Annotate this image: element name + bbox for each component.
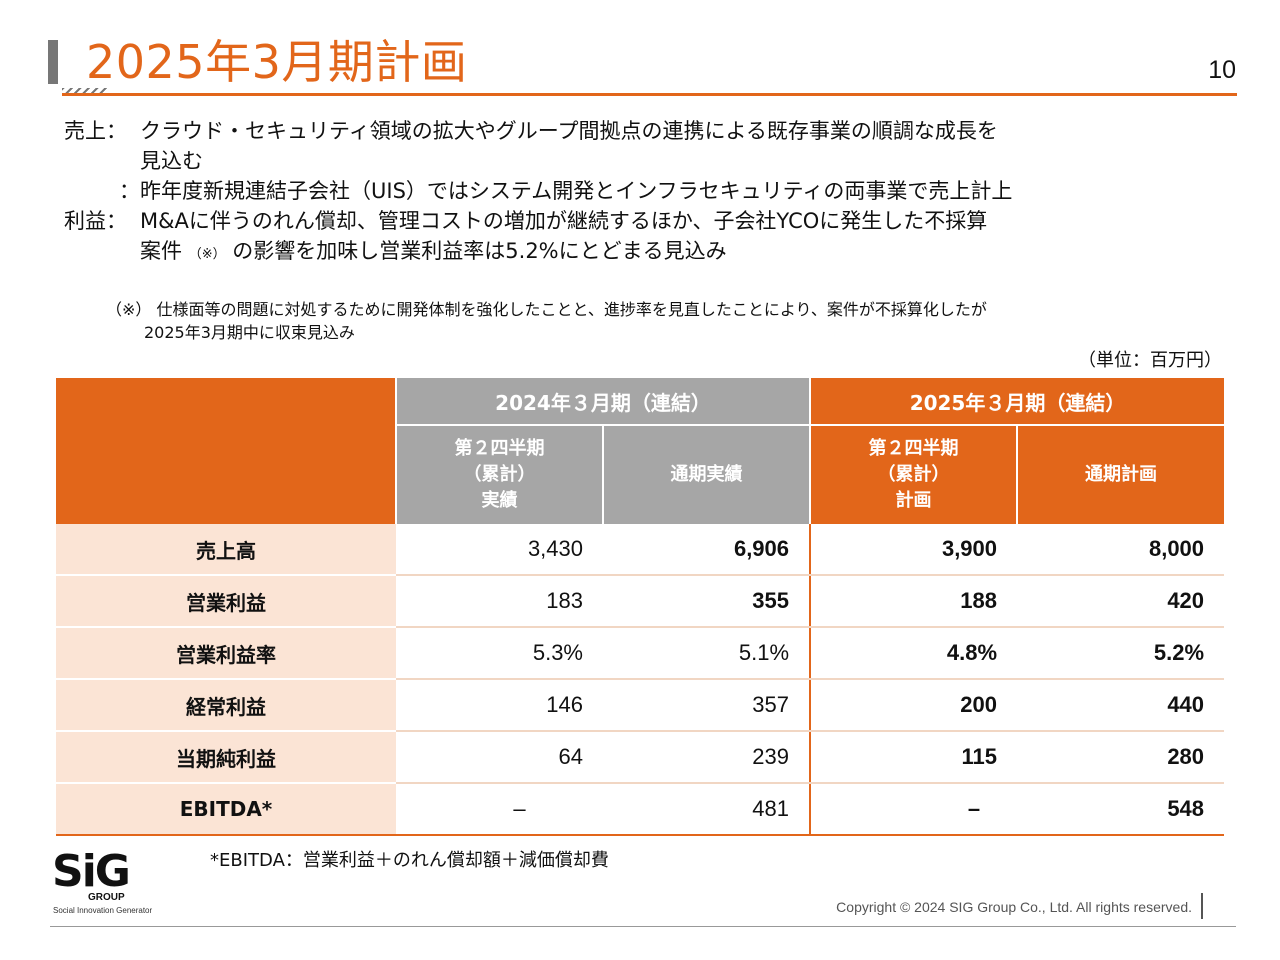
- table-row-operating-margin: 営業利益率 5.3% 5.1% 4.8% 5.2%: [56, 627, 1225, 680]
- profit-text-2b: の影響を加味し営業利益率は5.2%にとどまる見込み: [232, 239, 727, 263]
- sub-header-line: 第２四半期: [868, 438, 959, 459]
- sub-header-line: 通期計画: [1085, 464, 1158, 485]
- profit-label: 利益：: [64, 209, 127, 233]
- financial-plan-table: 2024年３月期（連結） 2025年３月期（連結） 第２四半期 （累計） 実績 …: [56, 378, 1225, 836]
- sales-text-1: クラウド・セキュリティ領域の拡大やグループ間拠点の連携による既存事業の順調な成長…: [140, 119, 998, 143]
- title-rule-hatch: [62, 88, 108, 96]
- sig-logo-group-text: GROUP: [88, 892, 125, 903]
- page-number: 10: [1208, 56, 1236, 84]
- group-header-fy2024: 2024年３月期（連結）: [394, 378, 811, 425]
- cell-value: 188: [809, 575, 1018, 628]
- cell-value: –: [809, 783, 1018, 836]
- cell-value: 355: [603, 575, 811, 628]
- row-label-sales: 売上高: [56, 524, 396, 576]
- sales-text-1-cont: 見込む: [140, 149, 203, 173]
- cell-value: 4.8%: [809, 627, 1018, 680]
- sales-line-2-label: ：: [119, 179, 140, 203]
- copyright-divider: [1201, 893, 1203, 919]
- table-row-operating-profit: 営業利益 183 355 188 420: [56, 575, 1225, 628]
- footnote-mark: （※）: [106, 300, 152, 319]
- table-row-ordinary-profit: 経常利益 146 357 200 440: [56, 679, 1225, 732]
- cell-value: –: [396, 783, 603, 836]
- cell-value: 3,430: [396, 524, 603, 576]
- row-label-ordinary-profit: 経常利益: [56, 679, 396, 732]
- row-label-operating-margin: 営業利益率: [56, 627, 396, 680]
- profit-line-1: 利益： M&Aに伴うのれん償却、管理コストの増加が継続するほか、子会社YCOに発…: [64, 206, 1224, 236]
- cell-value: 280: [1017, 731, 1225, 784]
- sub-header-line: 計画: [895, 490, 932, 511]
- profit-text-2a: 案件: [140, 239, 182, 263]
- cell-value: 3,900: [809, 524, 1018, 576]
- sales-label: 売上：: [64, 119, 127, 143]
- cell-value: 420: [1017, 575, 1225, 628]
- sub-header-line: 通期実績: [670, 464, 743, 485]
- row-label-net-income: 当期純利益: [56, 731, 396, 784]
- sub-header-line: 第２四半期: [454, 438, 545, 459]
- sales-line-2: ： 昨年度新規連結子会社（UIS）ではシステム開発とインフラセキュリティの両事業…: [64, 176, 1224, 206]
- cell-value: 146: [396, 679, 603, 732]
- footnote: （※） 仕様面等の問題に対処するために開発体制を強化したことと、進捗率を見直した…: [106, 298, 987, 344]
- cell-value: 200: [809, 679, 1018, 732]
- table-row-ebitda: EBITDA* – 481 – 548: [56, 783, 1225, 836]
- sales-line-1: 売上： クラウド・セキュリティ領域の拡大やグループ間拠点の連携による既存事業の順…: [64, 116, 1224, 146]
- sub-header-fy2025-h1-plan: 第２四半期 （累計） 計画: [809, 424, 1018, 524]
- cell-value: 5.3%: [396, 627, 603, 680]
- cell-value: 5.1%: [603, 627, 811, 680]
- cell-value: 239: [603, 731, 811, 784]
- footer-rule: [50, 926, 1236, 927]
- footnote-line-2: 2025年3月期中に収束見込み: [144, 323, 355, 342]
- sub-header-line: （累計）: [877, 464, 950, 485]
- cell-value: 481: [603, 783, 811, 836]
- cell-value: 6,906: [603, 524, 811, 576]
- cell-value: 183: [396, 575, 603, 628]
- plan-summary: 売上： クラウド・セキュリティ領域の拡大やグループ間拠点の連携による既存事業の順…: [64, 116, 1224, 270]
- sub-header-line: 実績: [481, 490, 518, 511]
- sales-text-2: 昨年度新規連結子会社（UIS）ではシステム開発とインフラセキュリティの両事業で売…: [140, 179, 1013, 203]
- row-label-ebitda: EBITDA*: [56, 783, 396, 836]
- cell-value: 8,000: [1017, 524, 1225, 576]
- table-corner-cell: [56, 378, 396, 524]
- ebitda-definition-note: *EBITDA：営業利益＋のれん償却額＋減価償却費: [210, 850, 609, 871]
- cell-value: 548: [1017, 783, 1225, 836]
- sig-logo: SiG: [52, 846, 131, 897]
- profit-note-mark: （※）: [188, 247, 226, 262]
- sub-header-fy2024-h1-actual: 第２四半期 （累計） 実績: [395, 424, 603, 524]
- sub-header-line: （累計）: [463, 464, 536, 485]
- cell-value: 115: [809, 731, 1018, 784]
- copyright-text: Copyright © 2024 SIG Group Co., Ltd. All…: [836, 899, 1192, 915]
- page-title: 2025年3月期計画: [86, 35, 468, 89]
- profit-line-2: 案件 （※） の影響を加味し営業利益率は5.2%にとどまる見込み: [64, 236, 1224, 270]
- sub-header-fy2024-full-actual: 通期実績: [601, 424, 811, 524]
- row-label-operating-profit: 営業利益: [56, 575, 396, 628]
- table-row-net-income: 当期純利益 64 239 115 280: [56, 731, 1225, 784]
- table-group-header-row: 2024年３月期（連結） 2025年３月期（連結）: [56, 378, 1225, 524]
- unit-label: （単位：百万円）: [1078, 350, 1222, 371]
- cell-value: 5.2%: [1017, 627, 1225, 680]
- group-header-fy2025: 2025年３月期（連結）: [809, 378, 1225, 425]
- title-underline: [62, 93, 1237, 96]
- footnote-line-1: 仕様面等の問題に対処するために開発体制を強化したことと、進捗率を見直したことによ…: [156, 300, 987, 319]
- sub-header-fy2025-full-plan: 通期計画: [1016, 424, 1225, 524]
- profit-text-1: M&Aに伴うのれん償却、管理コストの増加が継続するほか、子会社YCOに発生した不…: [140, 209, 988, 233]
- sig-logo-tagline: Social Innovation Generator: [53, 906, 153, 915]
- cell-value: 357: [603, 679, 811, 732]
- table-sub-header-row: 第２四半期 （累計） 実績 通期実績 第２四半期 （累計） 計画 通期計画: [56, 424, 1225, 524]
- cell-value: 440: [1017, 679, 1225, 732]
- cell-value: 64: [396, 731, 603, 784]
- title-accent-bar: [48, 40, 58, 84]
- table-row-sales: 売上高 3,430 6,906 3,900 8,000: [56, 524, 1225, 576]
